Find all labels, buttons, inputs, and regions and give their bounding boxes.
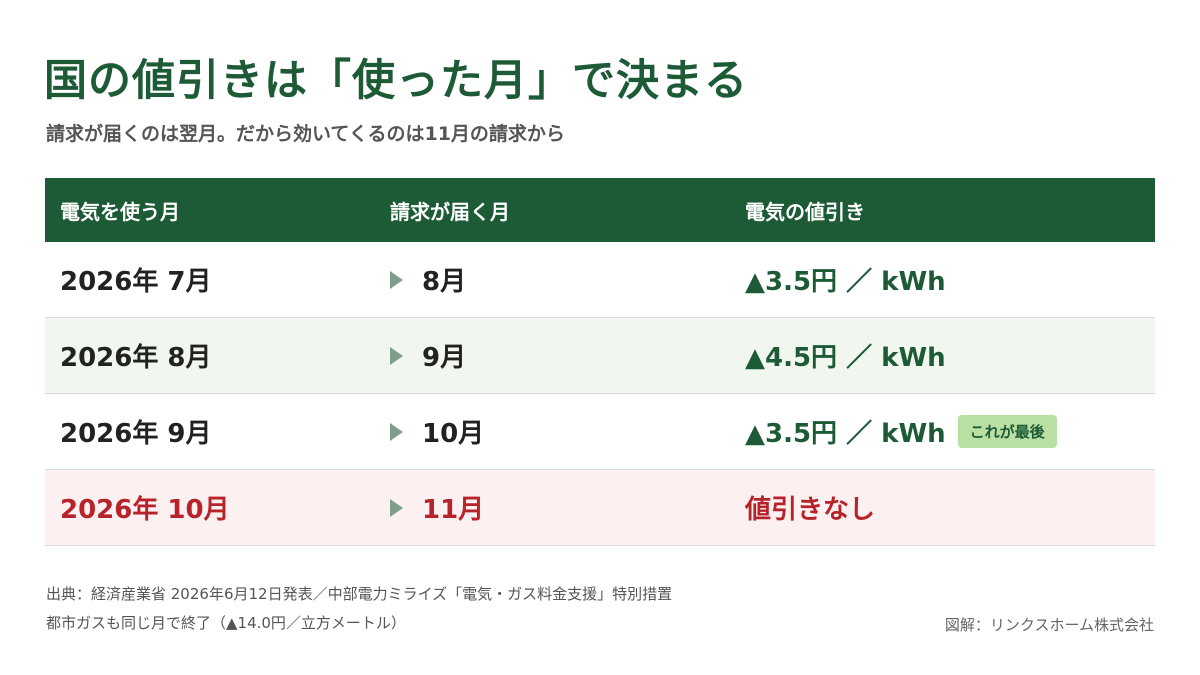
use-month-cell: 2026年 7月 [60,267,212,297]
billing-table: 電気を使う月 請求が届く月 電気の値引き 2026年 7月 8月 ▲3.5円 ／… [45,178,1155,546]
arrow-right-icon [390,346,403,365]
discount-label: ▲3.5円 ／ kWh [745,419,946,449]
use-month-cell: 2026年 9月 [60,419,212,449]
arrow-right-icon [390,270,403,289]
table-row-ended: 2026年 10月 11月 値引きなし [45,470,1155,546]
bill-month-cell: 9月 [390,337,745,374]
last-discount-badge: これが最後 [957,415,1057,448]
credit: 図解：リンクスホーム株式会社 [944,616,1154,634]
source-note: 出典：経済産業省 2026年6月12日発表／中部電力ミライズ「電気・ガス料金支援… [46,585,673,603]
page-subtitle: 請求が届くのは翌月。だから効いてくるのは11月の請求から [46,123,565,145]
arrow-right-icon [390,498,403,517]
use-month-cell: 2026年 8月 [60,343,212,373]
discount-cell: ▲4.5円 ／ kWh [745,337,1155,374]
table-header: 電気を使う月 請求が届く月 電気の値引き [45,178,1155,242]
column-header-bill-month: 請求が届く月 [390,199,510,224]
bill-month-cell: 8月 [390,261,745,298]
gas-note: 都市ガスも同じ月で終了（▲14.0円／立方メートル） [46,614,406,632]
discount-label: 値引きなし [745,495,876,525]
bill-month-label: 10月 [422,419,485,449]
column-header-use-month: 電気を使う月 [60,199,180,224]
table-row: 2026年 7月 8月 ▲3.5円 ／ kWh [45,242,1155,318]
discount-label: ▲4.5円 ／ kWh [745,343,946,373]
discount-cell: 値引きなし [745,489,1155,526]
arrow-right-icon [390,422,403,441]
bill-month-label: 9月 [422,343,467,373]
use-month-cell: 2026年 10月 [60,495,230,525]
discount-cell: ▲3.5円 ／ kWh [745,261,1155,298]
bill-month-label: 11月 [422,495,485,525]
table-row: 2026年 8月 9月 ▲4.5円 ／ kWh [45,318,1155,394]
bill-month-cell: 11月 [390,489,745,526]
discount-label: ▲3.5円 ／ kWh [745,267,946,297]
table-row: 2026年 9月 10月 ▲3.5円 ／ kWh これが最後 [45,394,1155,470]
discount-cell: ▲3.5円 ／ kWh これが最後 [745,413,1155,450]
page-title: 国の値引きは「使った月」で決まる [44,56,748,106]
bill-month-label: 8月 [422,267,467,297]
bill-month-cell: 10月 [390,413,745,450]
column-header-discount: 電気の値引き [745,199,865,224]
